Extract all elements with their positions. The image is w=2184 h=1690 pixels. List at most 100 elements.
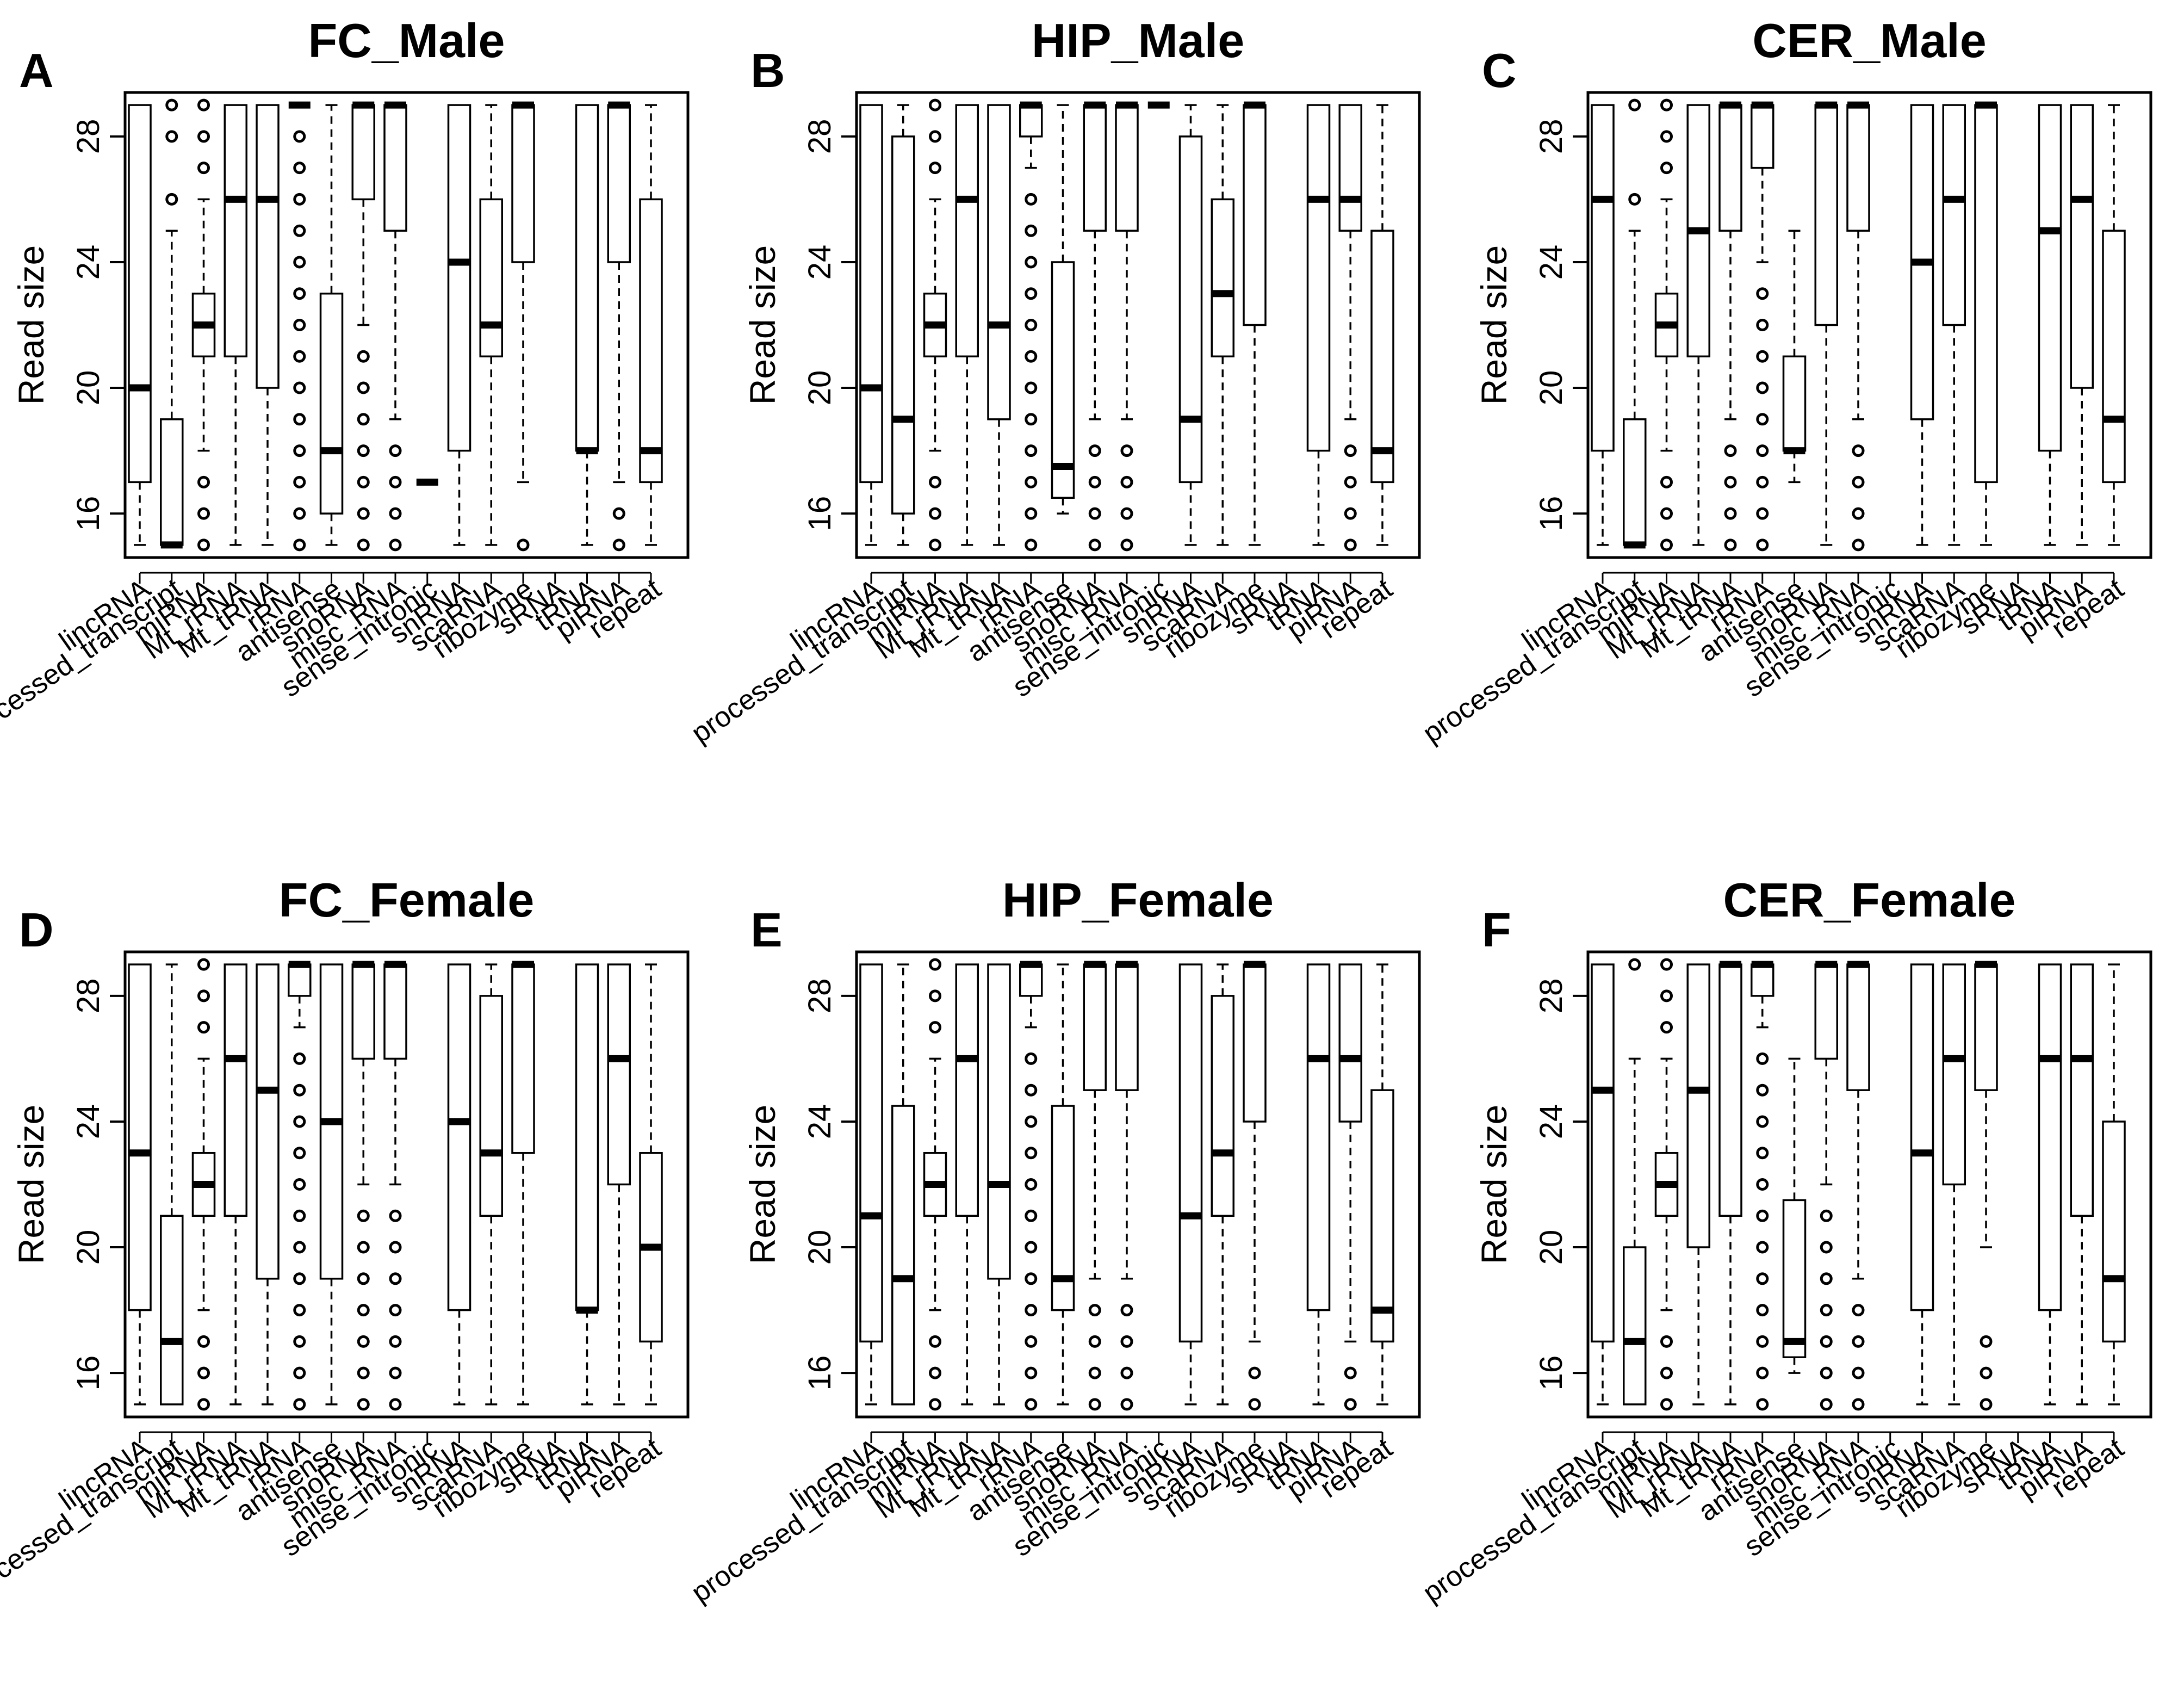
- outlier-point: [1660, 162, 1673, 175]
- box-Mt_rRNA: [1686, 104, 1710, 546]
- box-iqr: [224, 104, 247, 358]
- box-iqr: [447, 104, 471, 452]
- panel-title: FC_Male: [308, 14, 505, 67]
- box-iqr: [1751, 104, 1774, 169]
- outlier-point: [1120, 538, 1133, 552]
- y-tick-label: 28: [1534, 119, 1569, 154]
- outlier-point: [1628, 193, 1641, 206]
- box-iqr: [1782, 355, 1807, 452]
- outlier-point: [1756, 1209, 1769, 1222]
- outlier-point: [293, 413, 306, 426]
- box-miRNA: [923, 958, 947, 1411]
- outlier-point: [1120, 1304, 1133, 1317]
- outlier-point: [929, 1335, 941, 1348]
- box-misc_RNA: [383, 961, 407, 1411]
- y-tick-label: 24: [802, 245, 837, 280]
- outlier-point: [1756, 1304, 1769, 1317]
- box-iqr: [2102, 230, 2126, 484]
- box-piRNA: [1338, 104, 1362, 552]
- outlier-point: [1756, 507, 1769, 520]
- outlier-point: [293, 1178, 306, 1191]
- outlier-point: [1025, 1209, 1038, 1222]
- box-iqr: [1051, 261, 1075, 499]
- outlier-point: [1025, 1084, 1038, 1097]
- outlier-point: [1820, 1209, 1833, 1222]
- box-iqr: [987, 104, 1011, 420]
- y-tick-label: 16: [1534, 1355, 1569, 1391]
- panel-title: CER_Male: [1752, 14, 1986, 67]
- outlier-point: [1025, 1366, 1038, 1379]
- outlier-point: [389, 1335, 402, 1348]
- box-snoRNA: [351, 101, 375, 552]
- outlier-point: [293, 130, 306, 143]
- y-tick-label: 16: [802, 1355, 837, 1391]
- panel-letter: A: [19, 44, 54, 97]
- plot-frame: [123, 91, 690, 559]
- box-rRNA: [288, 101, 311, 552]
- box-iqr: [859, 104, 883, 484]
- outlier-point: [1025, 444, 1038, 457]
- box-iqr: [1243, 104, 1267, 326]
- outlier-point: [293, 381, 306, 394]
- outlier-point: [1820, 1398, 1833, 1411]
- outlier-point: [1120, 1366, 1133, 1379]
- outlier-point: [357, 444, 370, 457]
- box-iqr: [1370, 1089, 1394, 1343]
- outlier-point: [1820, 1366, 1833, 1379]
- outlier-point: [1025, 193, 1038, 206]
- box-iqr: [351, 963, 375, 1060]
- box-repeat: [639, 104, 663, 546]
- outlier-point: [1660, 130, 1673, 143]
- box-scaRNA: [1211, 963, 1234, 1406]
- outlier-point: [1724, 475, 1737, 488]
- box-iqr: [2102, 1121, 2126, 1343]
- box-snRNA: [1910, 963, 1934, 1406]
- outlier-point: [929, 1366, 941, 1379]
- box-iqr: [1718, 104, 1742, 232]
- outlier-point: [1088, 507, 1101, 520]
- outlier-point: [1756, 1178, 1769, 1191]
- box-iqr: [1846, 104, 1870, 232]
- outlier-point: [1756, 350, 1769, 363]
- outlier-point: [929, 162, 941, 175]
- box-iqr: [1019, 963, 1043, 997]
- y-tick-label: 16: [802, 496, 837, 531]
- outlier-point: [293, 1052, 306, 1065]
- outlier-point: [929, 475, 941, 488]
- outlier-point: [1088, 1366, 1101, 1379]
- outlier-point: [1025, 224, 1038, 237]
- outlier-point: [1660, 475, 1673, 488]
- box-iqr: [2070, 963, 2094, 1217]
- box-antisense: [1051, 963, 1075, 1406]
- outlier-point: [165, 130, 178, 143]
- outlier-point: [1120, 1335, 1133, 1348]
- box-iqr: [128, 963, 152, 1311]
- outlier-point: [293, 507, 306, 520]
- box-iqr: [987, 963, 1011, 1280]
- box-iqr: [1623, 1246, 1647, 1406]
- box-processed_transcript: [1623, 958, 1647, 1406]
- outlier-point: [1025, 1147, 1038, 1160]
- box-processed_transcript: [891, 963, 915, 1406]
- outlier-point: [293, 1209, 306, 1222]
- box-piRNA: [607, 963, 631, 1406]
- box-iqr: [1623, 418, 1647, 546]
- box-ribozyme: [511, 101, 535, 552]
- outlier-point: [1756, 1366, 1769, 1379]
- box-antisense: [1782, 1057, 1807, 1374]
- outlier-point: [389, 507, 402, 520]
- outlier-point: [1980, 1335, 1993, 1348]
- box-iqr: [607, 963, 631, 1186]
- y-axis-label: Read size: [1474, 245, 1514, 405]
- outlier-point: [1756, 1272, 1769, 1285]
- outlier-point: [197, 538, 210, 552]
- box-Mt_rRNA: [224, 963, 247, 1406]
- box-repeat: [2102, 963, 2126, 1406]
- outlier-point: [1724, 507, 1737, 520]
- box-snRNA: [447, 963, 471, 1406]
- box-repeat: [1370, 963, 1394, 1406]
- box-iqr: [575, 104, 599, 452]
